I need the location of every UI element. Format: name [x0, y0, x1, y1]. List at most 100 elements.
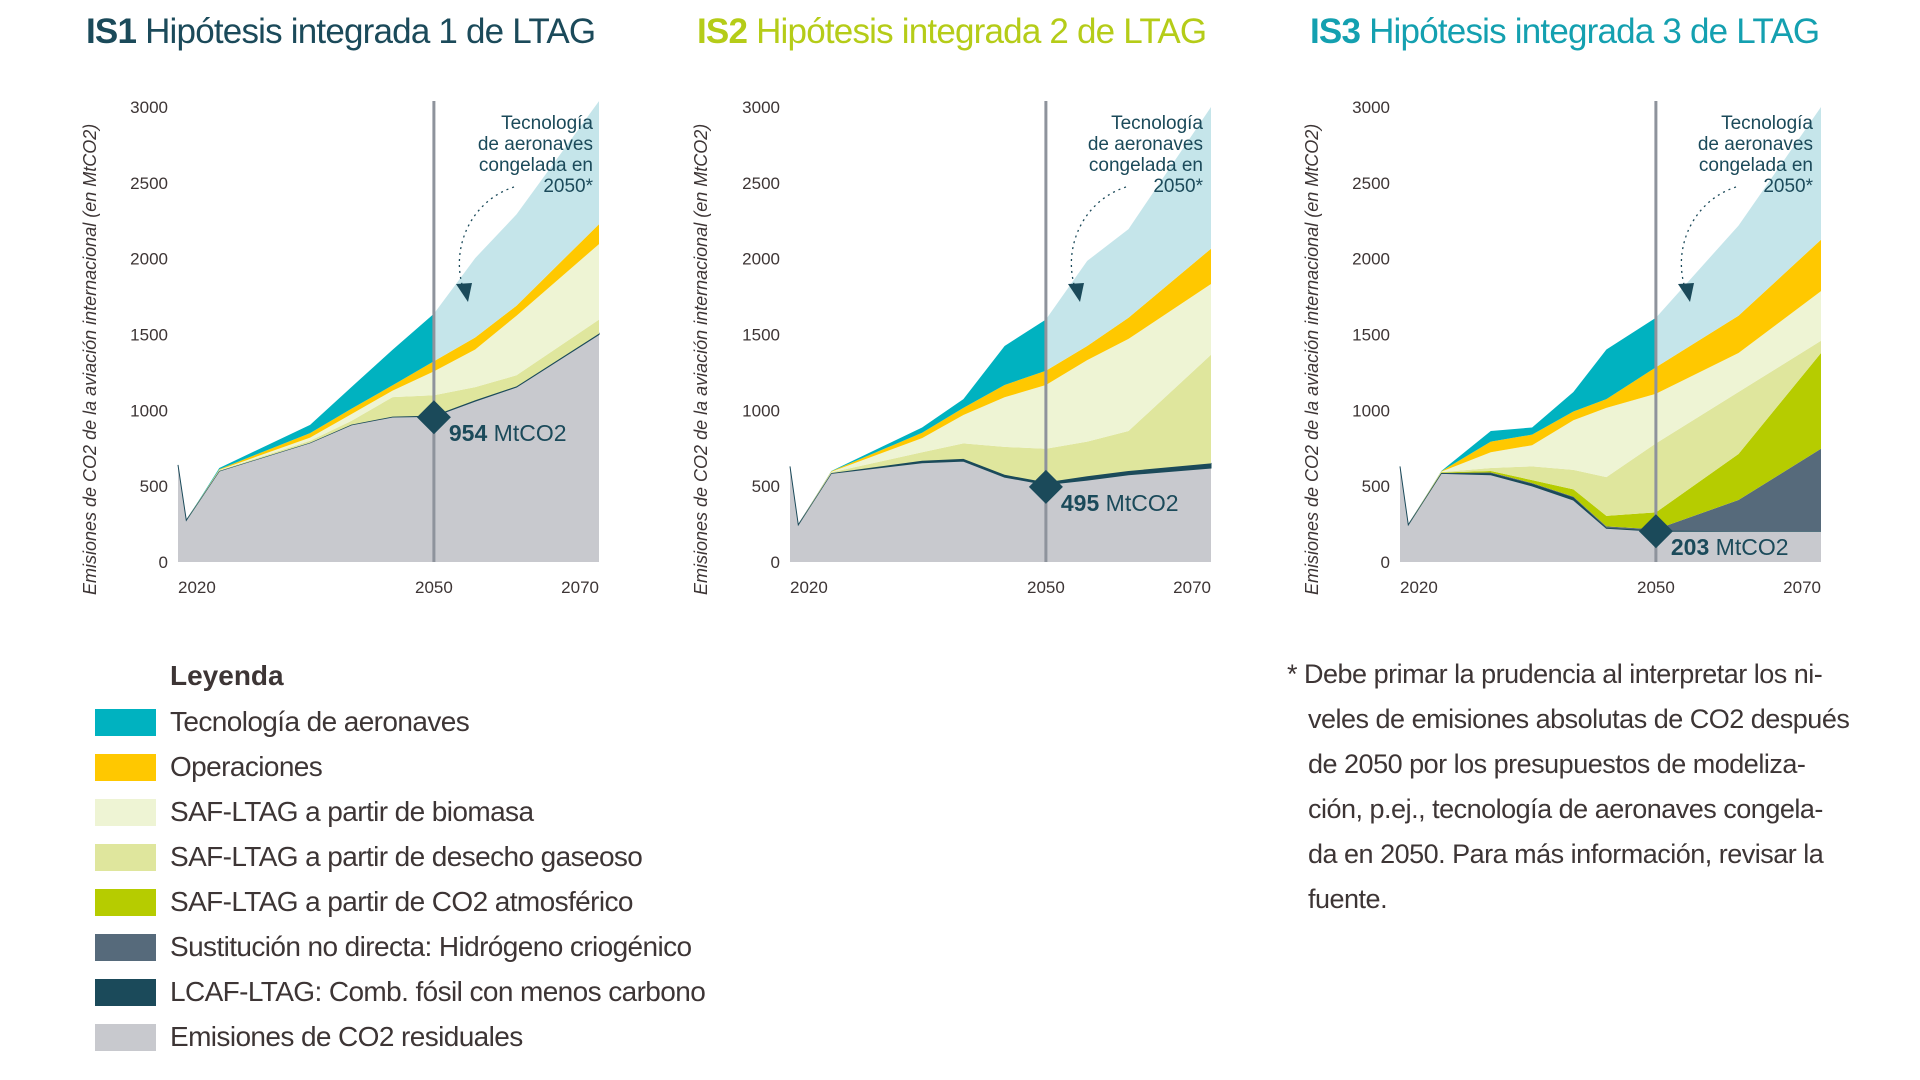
legend-swatch [95, 753, 156, 781]
y-tick-label: 2500 [742, 174, 780, 193]
y-tick-label: 3000 [130, 98, 168, 117]
marker-diamond [1028, 469, 1063, 504]
frozen-tech-annotation: Tecnología de aeronaves congelada en 205… [478, 113, 593, 197]
annotation-arrow [1070, 186, 1127, 289]
legend-item-desecho: SAF-LTAG a partir de desecho gaseoso [95, 841, 643, 872]
legend-item-lcaf: LCAF-LTAG: Comb. fósil con menos carbono [95, 976, 706, 1007]
footnote-line: * Debe primar la prudencia al interpreta… [1287, 652, 1849, 697]
legend-title: Leyenda [170, 660, 284, 691]
y-tick-label: 500 [140, 477, 168, 496]
legend-swatch [95, 843, 156, 871]
footnote-marker: * [1287, 659, 1298, 689]
arrowhead-icon [1068, 283, 1084, 302]
x-tick-label: 2020 [178, 578, 216, 597]
y-tick-label: 2500 [130, 174, 168, 193]
y-tick-label: 0 [159, 553, 168, 572]
marker-diamond [416, 400, 451, 435]
y-tick-label: 0 [1381, 553, 1390, 572]
y-tick-label: 2000 [130, 250, 168, 269]
frozen-tech-annotation: Tecnología de aeronaves congelada en 205… [1698, 113, 1813, 197]
footnote: * Debe primar la prudencia al interpreta… [1287, 652, 1850, 922]
legend-item-tecnologia: Tecnología de aeronaves [95, 706, 470, 737]
title-text: Hipótesis integrada 2 de LTAG [756, 12, 1207, 51]
y-tick-label: 2500 [1352, 174, 1390, 193]
frozen-tech-annotation: Tecnología de aeronaves congelada en 205… [1088, 113, 1203, 197]
legend-swatch [95, 888, 156, 916]
area-tecnologia [1400, 317, 1656, 525]
arrowhead-icon [1678, 283, 1694, 302]
x-tick-label: 2020 [1400, 578, 1438, 597]
annotation-line: de aeronaves [1697, 134, 1813, 155]
area-lcaf [177, 332, 600, 522]
area-residual [1400, 466, 1821, 562]
title-code: IS1 [86, 12, 137, 51]
footnote-line: veles de emisiones absolutas de CO2 desp… [1308, 704, 1850, 734]
legend-label: Sustitución no directa: Hidrógeno criogé… [170, 931, 692, 962]
area-tecnologia-congelada [433, 101, 599, 362]
annotation-arrow [458, 186, 515, 289]
y-tick-label: 0 [771, 553, 780, 572]
legend-swatch [95, 798, 156, 826]
annotation-line: congelada en [1088, 155, 1203, 176]
annotation-line: Tecnología [1111, 113, 1203, 134]
legend-item-hidrogeno: Sustitución no directa: Hidrógeno criogé… [95, 931, 692, 962]
title-code: IS3 [1310, 12, 1361, 51]
y-tick-label: 2000 [742, 250, 780, 269]
y-tick-label: 3000 [1352, 98, 1390, 117]
legend-label: Operaciones [170, 751, 323, 782]
area-desecho [790, 354, 1211, 525]
legend-item-operaciones: Operaciones [95, 751, 323, 782]
title-code: IS2 [697, 12, 748, 51]
legend-label: Tecnología de aeronaves [170, 706, 470, 737]
y-tick-label: 1500 [742, 326, 780, 345]
y-tick-label: 1500 [1352, 326, 1390, 345]
chart-title-is3: IS3 Hipótesis integrada 3 de LTAG [1310, 12, 1820, 52]
marker-unit: MtCO2 [1715, 534, 1789, 561]
annotation-line: congelada en [478, 155, 593, 176]
area-biomasa [790, 284, 1211, 525]
y-tick-label: 500 [752, 477, 780, 496]
area-hidrogeno [1400, 448, 1821, 532]
y-tick-label: 500 [1362, 477, 1390, 496]
marker-label: 495 MtCO2 [1061, 490, 1179, 517]
marker-value: 495 [1060, 489, 1100, 516]
legend-label: SAF-LTAG a partir de biomasa [170, 796, 534, 827]
y-tick-label: 1000 [1352, 401, 1390, 420]
y-tick-label: 1500 [130, 326, 168, 345]
annotation-line: congelada en [1698, 155, 1813, 176]
x-tick-label: 2070 [1783, 578, 1821, 597]
annotation-line: de aeronaves [477, 134, 593, 155]
footnote-line: ción, p.ej., tecnología de aeronaves con… [1308, 794, 1823, 824]
legend-item-residual: Emisiones de CO2 residuales [95, 1021, 523, 1052]
x-tick-label: 2020 [790, 578, 828, 597]
y-tick-label: 2000 [1352, 250, 1390, 269]
marker-diamond [1638, 514, 1673, 549]
footnote-line: fuente. [1308, 884, 1388, 914]
annotation-line: de aeronaves [1087, 134, 1203, 155]
legend-label: SAF-LTAG a partir de CO2 atmosférico [170, 886, 633, 917]
marker-label: 203 MtCO2 [1671, 534, 1789, 561]
area-atmosferico [1400, 353, 1821, 530]
legend-swatch [95, 1023, 156, 1051]
x-tick-label: 2070 [1173, 578, 1211, 597]
annotation-line: 2050* [1763, 176, 1813, 197]
annotation-line: Tecnología [501, 113, 593, 134]
legend-swatch [95, 708, 156, 736]
footnote-line: de 2050 por los presupuestos de modeliza… [1308, 749, 1806, 779]
x-tick-label: 2050 [1637, 578, 1675, 597]
annotation-line: 2050* [543, 176, 593, 197]
x-tick-label: 2050 [415, 578, 453, 597]
area-residual [790, 461, 1211, 562]
area-operaciones [178, 224, 599, 521]
legend-swatch [95, 933, 156, 961]
chart-title-is1: IS1 Hipótesis integrada 1 de LTAG [86, 12, 596, 52]
area-residual [178, 334, 599, 562]
y-tick-label: 1000 [130, 401, 168, 420]
legend-label: LCAF-LTAG: Comb. fósil con menos carbono [170, 976, 706, 1007]
marker-value: 954 [448, 420, 488, 447]
area-tecnologia [790, 319, 1046, 525]
area-desecho [1400, 340, 1821, 525]
area-tecnologia-congelada [1045, 107, 1211, 371]
arrowhead-icon [456, 283, 472, 302]
